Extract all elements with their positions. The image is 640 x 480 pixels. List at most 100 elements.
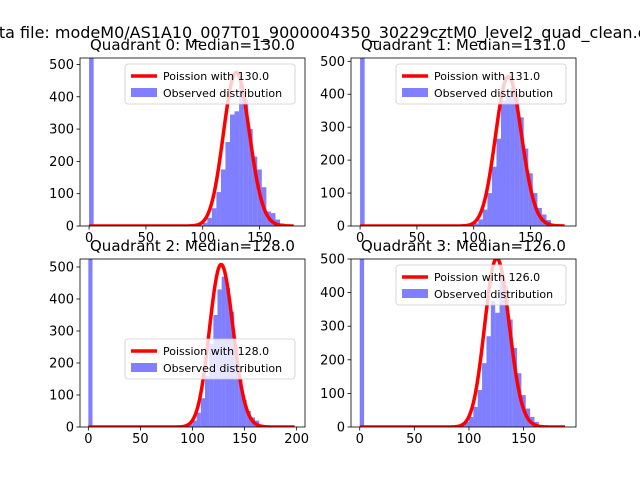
y-tick-label: 500 <box>320 55 345 70</box>
histogram-bar <box>248 129 253 226</box>
suptitle: Data file: modeM0/AS1A10_007T01_90000043… <box>0 23 640 43</box>
histogram-bar <box>528 173 533 226</box>
x-tick-label: 0 <box>85 231 93 246</box>
histogram-bar <box>196 412 201 427</box>
histogram-bar <box>238 379 243 427</box>
histogram-bar <box>188 424 193 427</box>
legend: Poission with 128.0 Observed distribution <box>124 338 296 380</box>
x-tick-label: 100 <box>457 432 482 447</box>
poisson-fit-line <box>88 262 295 427</box>
legend-box <box>124 63 296 105</box>
subplot-quadrant-1: Quadrant 1: Median=131.0 0 50 100 150 0 100 200… <box>320 36 577 246</box>
y-tick-label: 0 <box>66 220 74 235</box>
subplot-title: Quadrant 2: Median=128.0 <box>90 237 295 255</box>
histogram-bar <box>205 375 210 427</box>
histogram-bar <box>491 166 497 226</box>
subplot-title: Quadrant 0: Median=130.0 <box>90 36 295 54</box>
histogram-bar <box>496 138 501 226</box>
histogram-bar <box>464 421 469 427</box>
histogram-bar <box>246 411 251 427</box>
y-tick-label: 500 <box>49 261 74 276</box>
x-tick-label: 50 <box>132 432 149 447</box>
legend-fit-label: Poission with 128.0 <box>163 345 269 358</box>
y-tick-label: 300 <box>49 325 74 340</box>
x-tick-label: 50 <box>138 231 155 246</box>
y-tick-label: 0 <box>337 421 345 436</box>
histogram-bar <box>468 416 474 427</box>
subplot-title: Quadrant 1: Median=131.0 <box>361 36 566 54</box>
histogram-bar <box>490 301 496 427</box>
y-tick-label: 400 <box>49 293 74 308</box>
plot-area <box>359 259 566 427</box>
subplot-quadrant-3: Quadrant 3: Median=126.0 0 50 100 150 0 100 200… <box>320 237 577 447</box>
legend: Poission with 130.0 Observed distribution <box>124 63 296 105</box>
y-tick-label: 400 <box>320 88 345 103</box>
histogram-bar <box>242 399 247 427</box>
x-tick-label: 150 <box>247 231 272 246</box>
histogram-bar <box>482 209 488 226</box>
histogram-bar <box>359 259 365 427</box>
axes-frame <box>350 57 577 227</box>
histogram-bar <box>220 169 226 226</box>
histogram-bar <box>252 156 258 226</box>
histogram-bar <box>234 111 240 226</box>
y-tick-label: 500 <box>49 58 74 73</box>
legend-hist-label: Observed distribution <box>434 288 553 301</box>
legend-hist-swatch <box>402 289 428 298</box>
legend-hist-label: Observed distribution <box>434 87 553 100</box>
histogram-bar <box>234 347 239 427</box>
histogram-bar <box>501 100 506 226</box>
histogram-bar <box>230 114 235 226</box>
histogram-bar <box>510 87 515 226</box>
x-tick-label: 50 <box>406 432 423 447</box>
legend-hist-swatch <box>131 88 157 97</box>
y-tick-label: 100 <box>49 187 74 202</box>
y-tick-label: 400 <box>49 90 74 105</box>
histogram-bar <box>503 285 509 427</box>
legend-fit-label: Poission with 131.0 <box>434 70 540 83</box>
subplot-title: Quadrant 3: Median=126.0 <box>361 237 566 255</box>
histogram-bar <box>473 406 478 427</box>
histogram-bar <box>478 219 483 226</box>
y-tick-label: 0 <box>66 421 74 436</box>
histogram-bar <box>239 83 244 226</box>
histogram-bar <box>477 390 483 427</box>
histogram-bar <box>270 213 276 226</box>
legend: Poission with 131.0 Observed distribution <box>395 63 567 105</box>
legend-fit-label: Poission with 126.0 <box>434 271 540 284</box>
y-tick-label: 200 <box>49 357 74 372</box>
histogram-bar <box>192 420 197 427</box>
histogram-bar <box>473 223 479 226</box>
histogram-bar <box>88 259 93 427</box>
y-tick-label: 200 <box>320 154 345 169</box>
histogram-bar <box>512 348 518 427</box>
histogram-bar <box>514 94 520 226</box>
axes-frame <box>79 57 306 227</box>
legend-hist-label: Observed distribution <box>163 87 282 100</box>
histogram-bar <box>487 193 492 226</box>
histogram-bar <box>523 148 529 226</box>
legend-hist-swatch <box>131 363 157 372</box>
legend: Poission with 126.0 Observed distribution <box>395 264 567 306</box>
x-tick-label: 50 <box>409 231 426 246</box>
x-tick-label: 0 <box>356 231 364 246</box>
legend-fit-label: Poission with 130.0 <box>163 70 269 83</box>
histogram-bar <box>508 319 513 427</box>
histogram-bar <box>482 363 487 427</box>
x-tick-label: 0 <box>84 432 92 447</box>
histogram-bar <box>519 117 524 226</box>
legend-box <box>395 63 567 105</box>
legend-hist-label: Observed distribution <box>163 362 282 375</box>
y-tick-label: 300 <box>49 123 74 138</box>
histogram-bar <box>505 95 511 226</box>
histogram-bar <box>243 98 249 226</box>
y-tick-label: 100 <box>320 387 345 402</box>
legend-box <box>395 264 567 306</box>
legend-box <box>124 338 296 380</box>
x-tick-label: 100 <box>180 432 205 447</box>
histogram-bar <box>360 58 365 226</box>
y-tick-label: 0 <box>337 220 345 235</box>
x-tick-label: 150 <box>232 432 257 447</box>
histogram-bar <box>495 312 500 427</box>
